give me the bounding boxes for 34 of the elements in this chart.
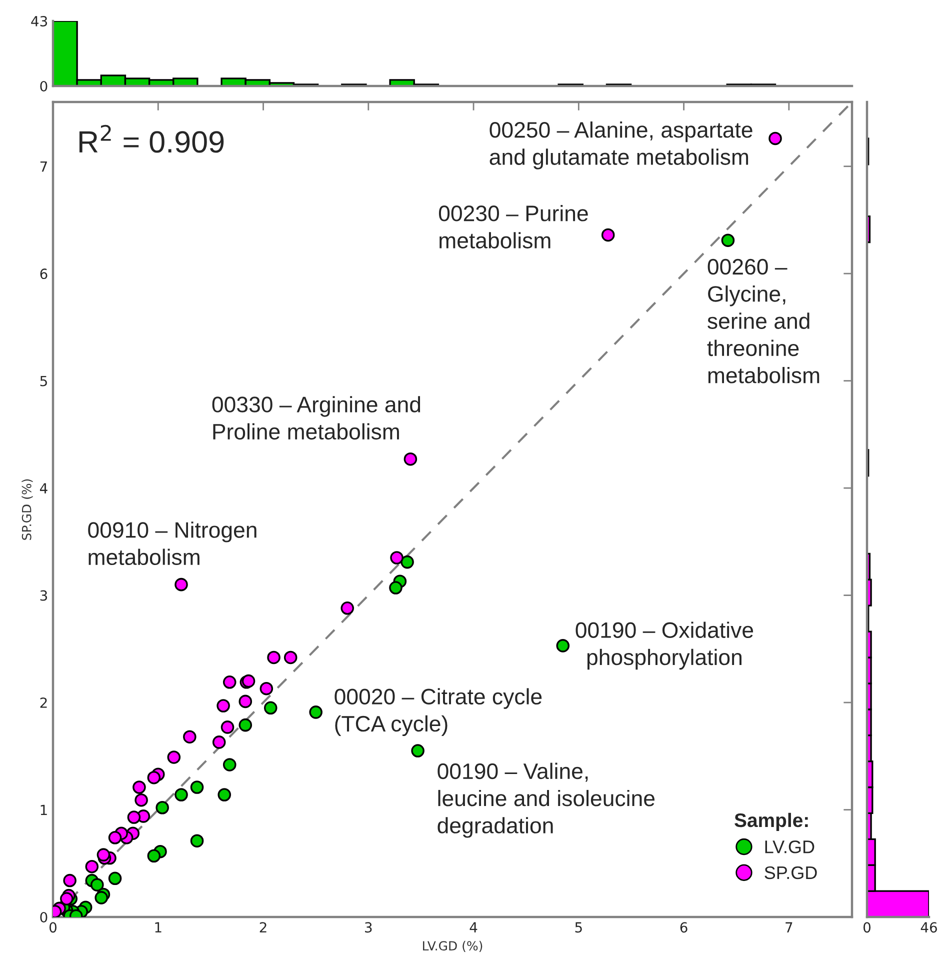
x-axis-title: LV.GD (%) bbox=[423, 940, 482, 952]
x-tick-label: 6 bbox=[680, 922, 688, 933]
y-tick-label: 7 bbox=[40, 161, 47, 172]
y-tick-label: 43 bbox=[31, 16, 48, 26]
annotation: 00910 – Nitrogen metabolism bbox=[88, 522, 256, 566]
annotation: 00190 – Valine, leucine and isoleucine degradation bbox=[438, 762, 654, 838]
annotation: R$^{2}$ = 0.909 bbox=[79, 124, 224, 153]
y-tick-label: 6 bbox=[40, 268, 48, 280]
y-tick-label: 1 bbox=[40, 804, 47, 816]
y-tick-label: 0 bbox=[40, 80, 48, 92]
x-tick-label: 0 bbox=[49, 922, 56, 933]
legend-title: Sample: bbox=[734, 812, 808, 831]
x-tick-label: 5 bbox=[575, 922, 582, 933]
x-tick-label: 46 bbox=[920, 922, 937, 933]
y-tick-label: 0 bbox=[40, 912, 48, 922]
x-tick-label: 0 bbox=[863, 922, 870, 933]
x-tick-label: 1 bbox=[155, 922, 162, 932]
annotation: 00020 – Citrate cycle (TCA cycle) bbox=[334, 688, 542, 736]
annotation: 00190 – Oxidative phosphorylation bbox=[576, 622, 754, 670]
x-tick-label: 2 bbox=[260, 922, 266, 932]
annotation: 00250 – Alanine, aspartate and glutamate metabolism bbox=[490, 121, 752, 170]
y-axis-title: SP.GD (%) bbox=[22, 479, 33, 540]
legend-label: SP.GD bbox=[764, 866, 817, 880]
x-tick-label: 4 bbox=[470, 922, 478, 932]
legend-label: LV.GD bbox=[765, 840, 814, 854]
annotation: 00230 – Purine metabolism bbox=[438, 204, 588, 248]
annotation: 00260 – Glycine, serine and threonine metabolism bbox=[707, 258, 820, 384]
y-tick-label: 3 bbox=[40, 590, 48, 601]
x-tick-label: 3 bbox=[365, 922, 372, 933]
y-tick-label: 2 bbox=[40, 697, 47, 708]
y-tick-label: 5 bbox=[40, 376, 47, 386]
annotation: 00330 – Arginine and Proline metabolism bbox=[212, 396, 420, 440]
y-tick-label: 4 bbox=[40, 483, 48, 494]
x-tick-label: 7 bbox=[786, 922, 792, 932]
